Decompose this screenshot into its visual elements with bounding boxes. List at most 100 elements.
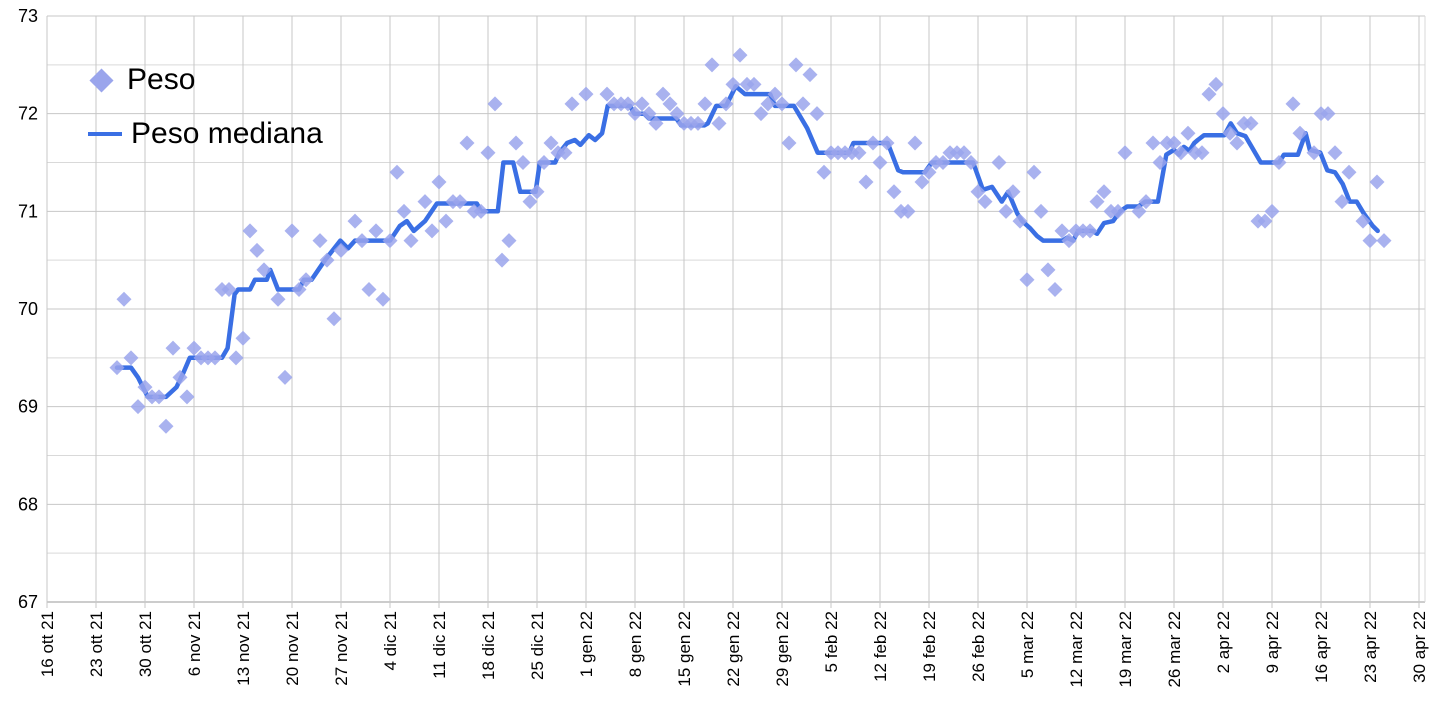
peso-data-point bbox=[1362, 233, 1378, 249]
legend-item-peso: Peso bbox=[88, 58, 323, 102]
peso-data-point bbox=[1131, 203, 1147, 219]
peso-data-point bbox=[277, 369, 293, 385]
peso-data-point bbox=[599, 86, 615, 102]
peso-data-point bbox=[165, 340, 181, 356]
peso-data-point bbox=[1180, 125, 1196, 141]
peso-data-point bbox=[963, 155, 979, 170]
x-tick-label: 5 feb 22 bbox=[822, 611, 841, 672]
x-tick-label: 13 nov 21 bbox=[234, 611, 253, 686]
peso-data-point bbox=[634, 96, 650, 112]
peso-data-point bbox=[298, 272, 314, 288]
peso-data-point bbox=[1026, 164, 1042, 180]
peso-data-point bbox=[648, 115, 664, 131]
y-tick-label: 68 bbox=[18, 494, 38, 514]
peso-data-point bbox=[508, 135, 524, 151]
peso-data-point bbox=[1047, 281, 1063, 297]
x-tick-label: 23 ott 21 bbox=[87, 611, 106, 677]
peso-data-point bbox=[375, 291, 391, 307]
peso-data-point bbox=[662, 96, 678, 112]
peso-data-point bbox=[1215, 106, 1231, 122]
peso-data-point bbox=[368, 223, 384, 239]
peso-diamond-icon bbox=[89, 67, 114, 93]
peso-data-point bbox=[851, 145, 867, 161]
peso-data-point bbox=[746, 76, 762, 92]
peso-data-point bbox=[1306, 145, 1322, 161]
peso-data-point bbox=[760, 96, 776, 112]
peso-data-point bbox=[1082, 223, 1098, 239]
peso-data-point bbox=[1355, 213, 1371, 229]
peso-data-point bbox=[109, 360, 125, 376]
x-tick-label: 15 gen 22 bbox=[675, 611, 694, 687]
peso-data-point bbox=[753, 106, 769, 122]
peso-data-point bbox=[536, 155, 552, 170]
peso-data-point bbox=[718, 96, 734, 112]
peso-data-point bbox=[1173, 145, 1189, 161]
peso-data-point bbox=[459, 135, 475, 151]
peso-data-point bbox=[886, 184, 902, 200]
peso-data-point bbox=[1376, 233, 1392, 249]
peso-data-point bbox=[1054, 223, 1070, 239]
peso-data-point bbox=[732, 47, 748, 63]
peso-data-point bbox=[795, 96, 811, 112]
peso-data-point bbox=[907, 135, 923, 151]
peso-data-point bbox=[235, 330, 251, 346]
peso-data-point bbox=[312, 233, 328, 249]
peso-data-point bbox=[991, 155, 1007, 170]
x-tick-label: 5 mar 22 bbox=[1018, 611, 1037, 678]
x-tick-label: 12 mar 22 bbox=[1067, 611, 1086, 688]
peso-data-point bbox=[872, 155, 888, 170]
peso-data-point bbox=[1166, 135, 1182, 151]
peso-data-point bbox=[543, 135, 559, 151]
peso-data-point bbox=[522, 194, 538, 210]
x-tick-label: 18 dic 21 bbox=[479, 611, 498, 680]
peso-data-point bbox=[424, 223, 440, 239]
peso-data-point bbox=[347, 213, 363, 229]
peso-data-point bbox=[158, 418, 174, 434]
peso-data-point bbox=[151, 389, 167, 405]
peso-data-point bbox=[655, 86, 671, 102]
peso-data-point bbox=[781, 135, 797, 151]
peso-data-point bbox=[487, 96, 503, 112]
peso-data-point bbox=[1243, 115, 1259, 131]
peso-data-point bbox=[1271, 155, 1287, 170]
x-tick-label: 11 dic 21 bbox=[430, 611, 449, 679]
y-tick-label: 73 bbox=[18, 6, 38, 26]
peso-data-point bbox=[809, 106, 825, 122]
y-tick-label: 71 bbox=[18, 201, 38, 221]
x-tick-label: 2 apr 22 bbox=[1214, 611, 1233, 673]
peso-data-point bbox=[1012, 213, 1028, 229]
peso-data-point bbox=[1341, 164, 1357, 180]
peso-data-point bbox=[711, 115, 727, 131]
peso-data-point bbox=[1257, 213, 1273, 229]
peso-data-point bbox=[1152, 155, 1168, 170]
peso-data-point bbox=[480, 145, 496, 161]
peso-data-point bbox=[1222, 125, 1238, 141]
peso-data-point bbox=[977, 194, 993, 210]
x-tick-label: 29 gen 22 bbox=[773, 611, 792, 687]
x-tick-label: 20 nov 21 bbox=[283, 611, 302, 686]
peso-data-point bbox=[438, 213, 454, 229]
peso-data-point bbox=[1201, 86, 1217, 102]
peso-data-point bbox=[452, 194, 468, 210]
peso-data-point bbox=[1229, 135, 1245, 151]
peso-data-point bbox=[704, 57, 720, 73]
peso-data-point bbox=[473, 203, 489, 219]
peso-data-point bbox=[1033, 203, 1049, 219]
peso-data-point bbox=[207, 350, 223, 366]
peso-data-point bbox=[690, 115, 706, 131]
peso-data-point bbox=[620, 96, 636, 112]
peso-data-point bbox=[641, 106, 657, 122]
peso-data-point bbox=[1285, 96, 1301, 112]
y-tick-label: 72 bbox=[18, 104, 38, 124]
peso-data-point bbox=[1096, 184, 1112, 200]
peso-data-point bbox=[221, 281, 237, 297]
x-tick-label: 8 gen 22 bbox=[626, 611, 645, 677]
peso-data-point bbox=[186, 340, 202, 356]
x-tick-label: 30 ott 21 bbox=[136, 611, 155, 677]
y-tick-label: 70 bbox=[18, 299, 38, 319]
peso-data-point bbox=[767, 86, 783, 102]
peso-data-point bbox=[529, 184, 545, 200]
peso-data-point bbox=[130, 399, 146, 415]
peso-data-point bbox=[123, 350, 139, 366]
